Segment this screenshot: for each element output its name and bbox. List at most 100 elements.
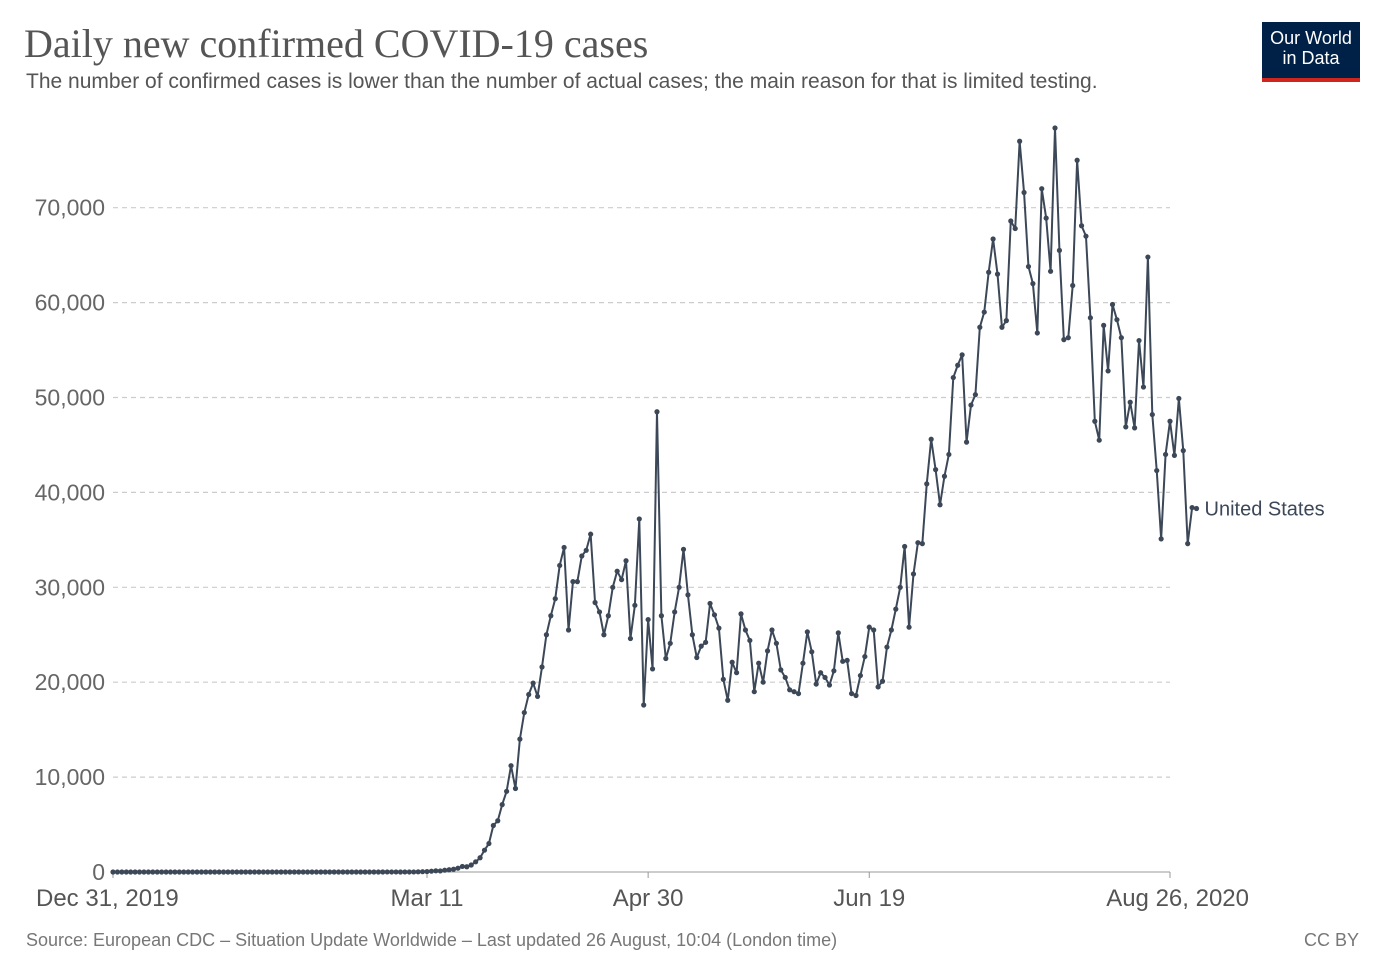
data-point xyxy=(658,613,665,619)
data-point xyxy=(663,655,669,662)
data-point xyxy=(778,667,784,673)
data-point xyxy=(782,674,788,681)
data-point xyxy=(521,709,527,716)
data-point xyxy=(335,869,342,875)
data-point xyxy=(128,869,134,875)
data-point xyxy=(680,546,687,552)
data-point xyxy=(176,869,182,875)
data-point xyxy=(216,869,222,875)
data-point xyxy=(685,592,691,598)
data-point xyxy=(627,635,634,642)
data-point xyxy=(1149,411,1155,418)
data-point xyxy=(986,269,992,275)
data-point xyxy=(968,402,974,408)
data-point xyxy=(1096,437,1102,443)
data-point xyxy=(159,869,165,875)
data-point xyxy=(207,869,213,875)
data-point xyxy=(561,544,567,551)
data-point xyxy=(110,869,116,875)
data-point xyxy=(450,866,457,872)
y-axis: 0 10,000 20,000 30,000 40,000 50,000 60,000 70,… xyxy=(35,195,105,885)
data-point xyxy=(1092,418,1098,424)
data-point xyxy=(1030,281,1036,287)
data-point xyxy=(588,531,594,537)
data-point xyxy=(1070,282,1076,289)
data-point xyxy=(963,439,970,445)
data-point xyxy=(442,867,448,873)
data-point xyxy=(464,864,470,870)
data-point xyxy=(114,869,121,875)
x-axis: Dec 31, 2019 Mar 11 Apr 30 Jun 19 Aug 26, 20… xyxy=(36,871,1249,912)
data-point xyxy=(300,869,306,875)
data-point xyxy=(1025,263,1032,270)
data-point xyxy=(415,869,421,875)
data-point xyxy=(296,869,302,875)
data-point xyxy=(141,869,147,875)
data-point xyxy=(411,869,417,875)
data-point xyxy=(840,658,846,664)
data-point xyxy=(862,653,868,660)
data-point xyxy=(473,859,479,865)
data-point xyxy=(716,625,722,631)
data-point xyxy=(530,680,536,686)
data-point xyxy=(291,869,297,875)
series-united-states xyxy=(110,125,1200,875)
data-point xyxy=(636,516,642,522)
data-point xyxy=(999,324,1005,330)
data-point xyxy=(981,309,987,315)
data-point xyxy=(459,863,465,870)
data-point xyxy=(610,584,616,590)
data-point xyxy=(194,869,200,875)
data-point xyxy=(1047,268,1054,274)
data-point xyxy=(844,657,850,663)
data-point xyxy=(512,785,519,792)
data-point xyxy=(933,467,939,473)
data-point xyxy=(654,409,660,415)
data-point xyxy=(384,869,390,875)
data-point xyxy=(764,648,771,654)
x-tick-label: Dec 31, 2019 xyxy=(36,885,179,912)
data-point xyxy=(375,869,381,875)
data-point xyxy=(220,869,227,875)
data-point xyxy=(800,660,806,666)
data-point xyxy=(1136,337,1142,344)
data-point xyxy=(1078,223,1085,229)
data-point xyxy=(490,822,496,829)
data-point xyxy=(906,624,912,630)
data-point xyxy=(614,568,620,574)
data-point xyxy=(504,788,510,794)
data-point xyxy=(1083,233,1089,239)
data-point xyxy=(645,616,651,623)
y-tick-label: 30,000 xyxy=(35,574,105,600)
data-point xyxy=(167,869,174,875)
data-point xyxy=(278,869,284,875)
data-point xyxy=(707,600,713,607)
data-point xyxy=(623,558,629,564)
data-point xyxy=(1021,189,1027,196)
logo-line-2: in Data xyxy=(1282,48,1340,68)
y-tick-label: 40,000 xyxy=(35,479,105,505)
data-point xyxy=(791,689,797,695)
data-point xyxy=(136,869,143,875)
data-point xyxy=(1167,418,1173,424)
data-point xyxy=(517,736,523,742)
data-point xyxy=(145,869,151,875)
data-point xyxy=(309,869,315,875)
license-link[interactable]: CC BY xyxy=(1303,930,1359,950)
data-point xyxy=(340,869,346,875)
owid-logo[interactable]: Our World in Data xyxy=(1262,22,1360,82)
logo-line-1: Our World xyxy=(1270,28,1352,48)
data-point xyxy=(1189,504,1195,511)
data-point xyxy=(1056,247,1063,254)
data-point xyxy=(893,606,899,612)
data-point xyxy=(1193,505,1200,512)
data-point xyxy=(835,630,841,636)
source-note[interactable]: Source: European CDC – Situation Update … xyxy=(26,930,838,950)
chart-title: Daily new confirmed COVID-19 cases xyxy=(24,21,649,66)
data-point xyxy=(1052,125,1058,131)
data-point xyxy=(756,660,762,666)
data-point xyxy=(1123,424,1129,430)
y-tick-label: 60,000 xyxy=(35,290,105,316)
data-point xyxy=(433,868,439,874)
